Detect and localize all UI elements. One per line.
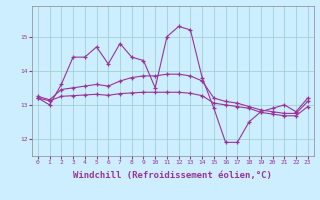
X-axis label: Windchill (Refroidissement éolien,°C): Windchill (Refroidissement éolien,°C) [73,171,272,180]
